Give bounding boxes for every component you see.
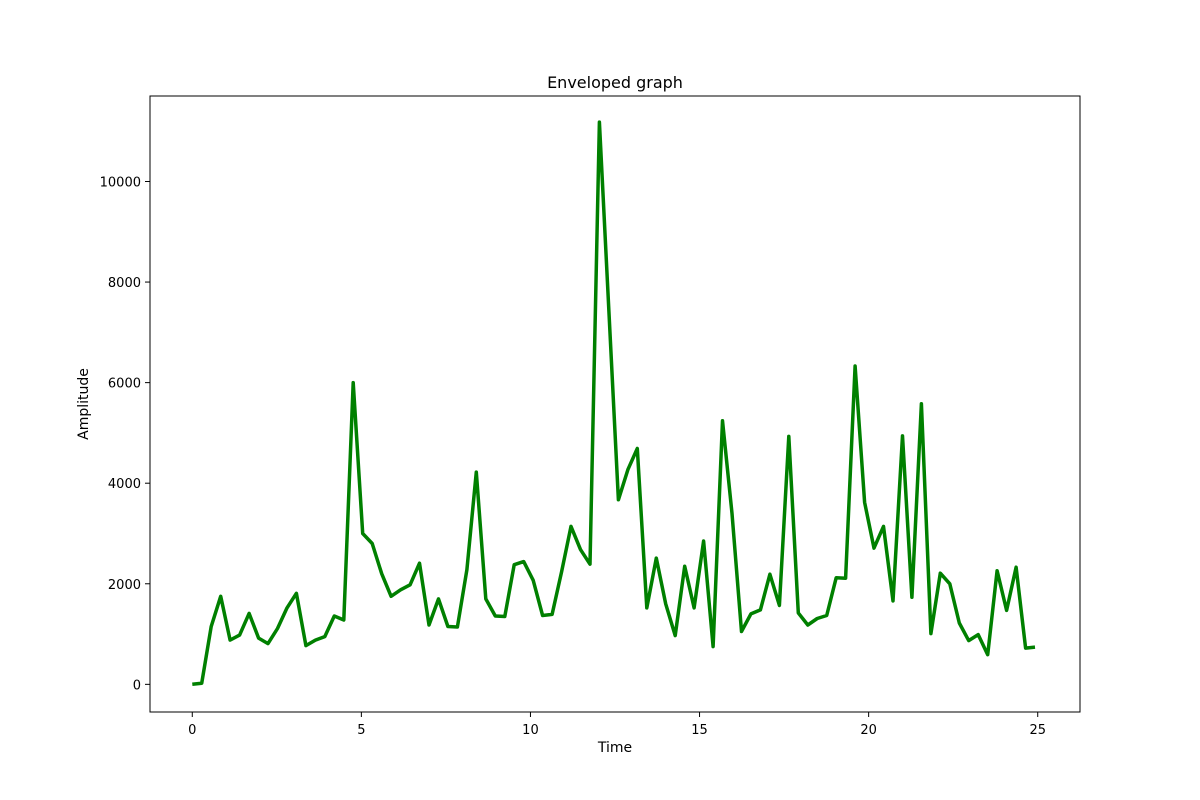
- y-axis-label: Amplitude: [76, 368, 92, 440]
- series-line: [192, 120, 1036, 687]
- x-tick-label: 20: [860, 723, 877, 738]
- x-axis-ticks: 0 5 10 15 20 25: [188, 712, 1046, 738]
- y-tick-label: 4000: [108, 477, 141, 492]
- y-tick-label: 10000: [100, 175, 141, 190]
- y-tick-label: 8000: [108, 276, 141, 291]
- x-tick-label: 15: [691, 723, 708, 738]
- y-tick-label: 0: [133, 678, 141, 693]
- x-tick-label: 0: [188, 723, 196, 738]
- x-tick-label: 5: [357, 723, 365, 738]
- chart-title: Enveloped graph: [547, 73, 683, 92]
- y-axis-ticks: 0 2000 4000 6000 8000 10000: [100, 175, 150, 693]
- y-tick-label: 6000: [108, 377, 141, 392]
- x-tick-label: 10: [522, 723, 539, 738]
- y-tick-label: 2000: [108, 578, 141, 593]
- x-axis-label: Time: [597, 740, 632, 756]
- x-tick-label: 25: [1029, 723, 1046, 738]
- plot-area-frame: [149, 95, 1081, 713]
